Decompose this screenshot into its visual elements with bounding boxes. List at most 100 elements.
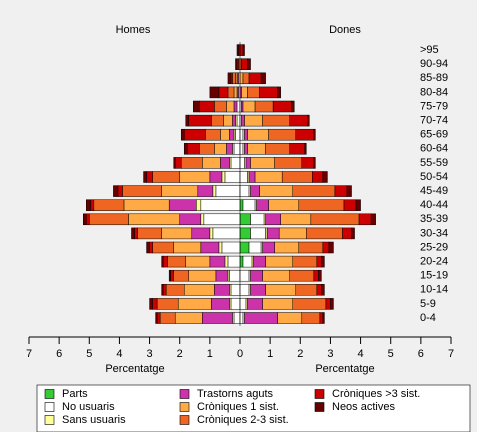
age-label: 10-14	[420, 284, 448, 296]
age-label: 5-9	[420, 298, 436, 310]
legend-label: Cròniques >3 sist.	[332, 388, 420, 400]
legend-swatch	[44, 415, 55, 425]
bar-segment	[343, 199, 357, 211]
bar-segment	[351, 227, 355, 240]
bar-segment	[177, 298, 212, 310]
bar-segment	[165, 284, 185, 296]
bar-segment	[202, 157, 221, 169]
bar-segment	[200, 213, 205, 226]
bar-segment	[244, 128, 248, 141]
bar-segment	[239, 284, 250, 296]
bar-segment	[221, 171, 226, 183]
bar-segment	[265, 255, 293, 268]
bar-segment	[162, 255, 168, 268]
bar-segment	[149, 298, 153, 310]
bar-segment	[312, 171, 324, 183]
bar-segment	[236, 44, 239, 56]
bar-segment	[230, 157, 241, 169]
bar-segment	[167, 255, 186, 268]
bar-segment	[152, 171, 180, 183]
bar-segment	[241, 58, 248, 70]
bar-segment	[247, 298, 263, 310]
bar-segment	[174, 312, 203, 324]
bar-segment	[232, 114, 236, 127]
x-tick-label: 6	[56, 348, 62, 360]
bar-segment	[256, 199, 269, 211]
bar-segment	[239, 44, 244, 56]
bar-segment	[220, 157, 230, 169]
bar-segment	[185, 114, 190, 127]
x-tick-label: 7	[26, 348, 32, 360]
bar-segment	[250, 284, 266, 296]
bar-segment	[239, 157, 245, 169]
bar-segment	[262, 269, 290, 282]
bar-segment	[188, 269, 217, 282]
bar-segment	[180, 157, 203, 169]
bar-segment	[274, 157, 303, 169]
bar-segment	[123, 199, 170, 211]
bar-segment	[173, 241, 202, 254]
bar-segment	[146, 171, 153, 183]
legend-label: Cròniques 1 sist.	[197, 401, 279, 413]
x-axis-label: Percentatge	[105, 363, 164, 375]
bar-segment	[289, 114, 309, 127]
bar-segment	[322, 241, 330, 254]
x-tick-label: 5	[86, 348, 92, 360]
bar-segment	[330, 298, 334, 310]
x-tick-label: 2	[297, 348, 303, 360]
bar-segment	[229, 269, 241, 282]
bar-segment	[239, 128, 244, 141]
bar-segment	[239, 227, 251, 240]
legend-swatch	[44, 389, 55, 399]
legend-box	[36, 384, 471, 432]
age-label: 0-4	[420, 312, 436, 324]
bar-segment	[239, 143, 244, 155]
x-tick-label: 6	[418, 348, 424, 360]
bar-segment	[244, 114, 263, 127]
x-tick-label: 1	[267, 348, 273, 360]
bar-segment	[233, 143, 241, 155]
bar-segment	[239, 241, 250, 254]
bar-segment	[313, 157, 316, 169]
bar-segment	[262, 114, 290, 127]
bar-segment	[281, 171, 313, 183]
bar-segment	[202, 312, 233, 324]
bar-segment	[214, 143, 227, 155]
bar-segment	[239, 199, 244, 211]
bar-segment	[316, 255, 322, 268]
age-label: 45-49	[420, 185, 448, 197]
bar-segment	[247, 128, 269, 141]
bar-segment	[203, 213, 241, 226]
bar-segment	[214, 100, 227, 113]
bar-segment	[265, 213, 281, 226]
bar-segment	[265, 284, 297, 296]
bar-segment	[242, 72, 250, 85]
bar-segment	[200, 199, 241, 211]
bar-segment	[90, 199, 95, 211]
bar-segment	[205, 128, 221, 141]
bar-segment	[183, 143, 188, 155]
bar-segment	[159, 312, 176, 324]
bar-segment	[292, 298, 327, 310]
bar-segment	[128, 213, 180, 226]
bar-segment	[262, 298, 294, 310]
bar-segment	[247, 86, 260, 99]
bar-segment	[295, 128, 315, 141]
panel-title: Dones	[329, 24, 361, 36]
bar-segment	[227, 255, 241, 268]
panel-title: Homes	[116, 24, 151, 36]
bar-segment	[86, 199, 92, 211]
bar-segment	[83, 213, 87, 226]
bar-segment	[170, 269, 174, 282]
bar-segment	[185, 255, 211, 268]
bar-segment	[209, 86, 220, 99]
bar-segment	[322, 171, 328, 183]
bar-segment	[236, 100, 241, 113]
bar-segment	[223, 114, 233, 127]
age-label: 85-89	[420, 72, 448, 84]
bar-segment	[224, 171, 241, 183]
bar-segment	[265, 143, 290, 155]
bar-segment	[197, 185, 214, 197]
age-label: 80-84	[420, 86, 448, 98]
